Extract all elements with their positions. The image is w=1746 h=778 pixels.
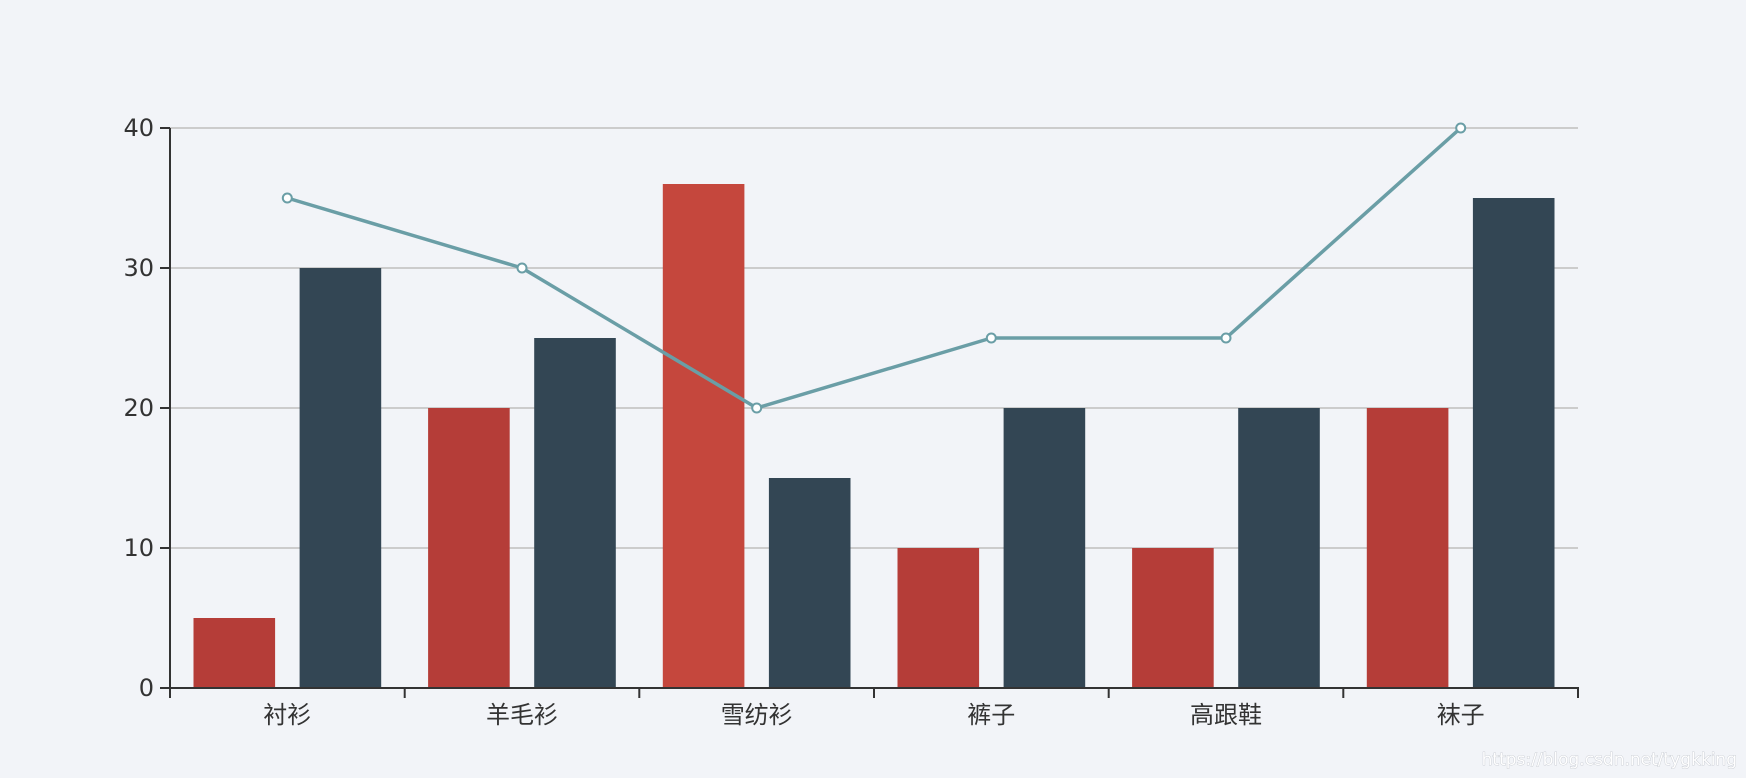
- y-tick-label: 40: [123, 114, 154, 142]
- bar-series-2-item-1[interactable]: [299, 268, 382, 688]
- y-tick-label: 0: [139, 674, 154, 702]
- line-point-5[interactable]: [1220, 332, 1232, 344]
- x-category-label: 袜子: [1437, 701, 1485, 729]
- line-series-path: [285, 126, 1463, 410]
- bar-series-1-item-4[interactable]: [897, 548, 980, 688]
- axis-labels: 0 10 20 30 40 衬衫 羊毛衫 雪纺衫 裤子 高跟鞋 袜子: [123, 114, 1484, 729]
- bar-series-group: [193, 184, 1555, 688]
- y-tick-label: 20: [123, 394, 154, 422]
- bar-series-2-item-2[interactable]: [534, 338, 616, 688]
- bar-series-1-item-3[interactable]: [662, 184, 745, 688]
- x-category-label: 裤子: [967, 701, 1015, 729]
- watermark-text: https://blog.csdn.net/tygkking: [1482, 750, 1737, 770]
- x-category-label: 雪纺衫: [721, 701, 793, 729]
- bar-series-1-item-5[interactable]: [1132, 548, 1214, 688]
- bar-series-1-item-2[interactable]: [428, 408, 510, 688]
- x-category-label: 羊毛衫: [486, 701, 558, 729]
- bar-series-1-item-6[interactable]: [1366, 408, 1449, 688]
- bar-series-2-item-4[interactable]: [1003, 408, 1086, 688]
- line-point-2[interactable]: [516, 262, 528, 274]
- bar-series-1-item-1[interactable]: [193, 618, 276, 688]
- y-tick-label: 10: [123, 534, 154, 562]
- bar-series-2-item-3[interactable]: [768, 478, 851, 688]
- line-point-1[interactable]: [281, 192, 293, 204]
- line-point-4[interactable]: [985, 332, 997, 344]
- bar-series-2-item-5[interactable]: [1238, 408, 1320, 688]
- line-point-6[interactable]: [1455, 122, 1467, 134]
- axes: [160, 127, 1579, 698]
- line-series-group: [281, 122, 1467, 414]
- line-point-3[interactable]: [751, 402, 763, 414]
- x-category-label: 衬衫: [263, 701, 311, 729]
- bar-series-2-item-6[interactable]: [1472, 198, 1555, 688]
- x-category-label: 高跟鞋: [1190, 701, 1262, 729]
- y-tick-label: 30: [123, 254, 154, 282]
